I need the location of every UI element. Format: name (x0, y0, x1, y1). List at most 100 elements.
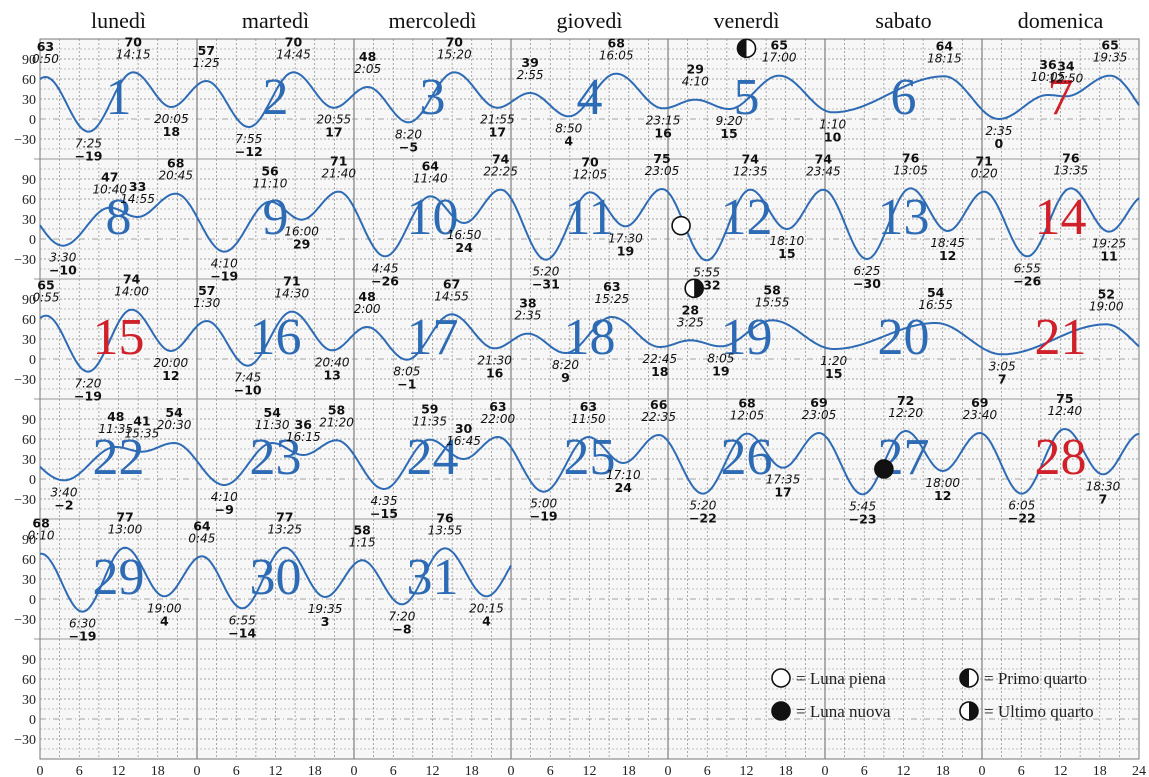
tide-time: 12:05 (730, 409, 765, 423)
weekday-header: lunedì (91, 8, 146, 33)
tide-time: 15:25 (595, 292, 630, 306)
legend-last-quarter: = Ultimo quarto (984, 702, 1094, 721)
tide-time: 11:10 (253, 177, 288, 191)
day-number: 2 (263, 69, 289, 126)
day-number: 10 (407, 189, 459, 246)
tide-value: 65 (1101, 38, 1118, 53)
tide-curve-week-1 (39, 71, 1140, 133)
day-number: 9 (263, 189, 289, 246)
tide-labels: 630:507:25−197014:1520:0518571:257:55−12… (28, 34, 1128, 643)
tide-curve-week-2 (39, 187, 1140, 262)
tide-time: 12:35 (733, 165, 768, 179)
day-number: 29 (93, 549, 145, 606)
chart-axes: lunedì martedì mercoledì giovedì venerdì saba… (14, 8, 1146, 777)
full-moon-icon (771, 668, 791, 688)
tide-value: 0 (995, 136, 1004, 151)
tide-time: 4:35 (371, 494, 398, 508)
tide-value: −15 (370, 506, 398, 521)
y-tick-label: 30 (22, 333, 36, 348)
y-tick-label: 60 (22, 193, 36, 208)
tide-time: 8:05 (707, 351, 734, 365)
y-tick-label: 0 (29, 233, 36, 248)
tide-time: 5:20 (532, 265, 559, 279)
tide-value: 54 (165, 405, 183, 420)
tide-time: 23:40 (963, 408, 998, 422)
x-tick-label: 0 (351, 764, 358, 777)
tide-value: 24 (455, 240, 473, 255)
tide-time: 14:30 (275, 287, 310, 301)
day-number: 14 (1035, 189, 1087, 246)
tide-time: 0:50 (32, 52, 59, 66)
legend-first-quarter: = Primo quarto (984, 669, 1087, 688)
day-number: 19 (721, 309, 773, 366)
tide-curve-week-3 (39, 308, 1140, 373)
tide-value: 71 (330, 154, 347, 169)
x-tick-label: 12 (269, 764, 283, 777)
tide-curve-week-5 (39, 546, 512, 613)
tide-value: 70 (125, 34, 143, 49)
tide-time: 2:00 (354, 302, 381, 316)
tide-value: 67 (443, 276, 460, 291)
tide-time: 14:00 (114, 285, 149, 299)
tide-time: 7:55 (235, 132, 262, 146)
tide-value: 58 (763, 282, 780, 297)
weekday-header: domenica (1018, 8, 1104, 33)
tide-time: 21:40 (321, 167, 356, 181)
x-tick-label: 12 (740, 764, 754, 777)
day-number: 4 (577, 69, 603, 126)
day-number: 15 (93, 309, 145, 366)
tide-value: 69 (971, 395, 988, 410)
tide-value: 74 (492, 152, 510, 167)
tide-value: 74 (815, 152, 833, 167)
tide-value: 12 (162, 368, 179, 383)
y-tick-label: 90 (22, 413, 36, 428)
tide-value: 70 (446, 34, 464, 49)
tide-value: 18 (651, 364, 668, 379)
tide-value: −9 (215, 502, 234, 517)
day-number: 1 (106, 69, 132, 126)
tide-time: 17:35 (766, 473, 801, 487)
tide-value: 68 (32, 516, 49, 531)
tide-value: 65 (37, 278, 54, 293)
tide-time: 14:55 (434, 289, 469, 303)
moon-disc (874, 459, 894, 479)
tide-value: 71 (975, 154, 992, 169)
tide-value: −12 (235, 144, 263, 159)
tide-time: 1:30 (193, 296, 220, 310)
x-tick-label: 24 (1132, 764, 1146, 777)
tide-value: −19 (530, 509, 558, 524)
tide-value: 17 (774, 485, 791, 500)
tide-value: 70 (581, 154, 599, 169)
tide-time: 10:05 (1031, 70, 1066, 84)
y-tick-label: 30 (22, 573, 36, 588)
tide-time: 7:20 (74, 377, 101, 391)
tide-time: 0:45 (188, 531, 215, 545)
day-number: 11 (564, 189, 614, 246)
tide-time: 1:15 (349, 535, 376, 549)
tide-time: 11:35 (412, 415, 447, 429)
tide-time: 4:10 (211, 490, 238, 504)
tide-value: 57 (198, 283, 215, 298)
tide-value: 29 (687, 62, 704, 77)
tide-value: 12 (934, 488, 951, 503)
tide-value: −8 (392, 621, 411, 636)
tide-value: 48 (358, 289, 375, 304)
tide-value: 17 (489, 125, 506, 140)
moon-ultimo_quarto-icon (684, 278, 704, 299)
y-tick-label: −30 (14, 613, 36, 628)
tide-value: −26 (1013, 273, 1041, 288)
day-number: 31 (407, 549, 459, 606)
day-number: 20 (878, 309, 930, 366)
y-tick-label: 90 (22, 53, 36, 68)
tide-value: −31 (532, 277, 560, 292)
tide-time: 21:30 (477, 353, 512, 367)
tide-time: 6:55 (1014, 261, 1041, 275)
tide-value: −30 (853, 276, 881, 291)
tide-curves (39, 71, 1140, 613)
tide-value: 70 (285, 34, 303, 49)
tide-value: 54 (927, 285, 945, 300)
tide-time: 21:55 (480, 113, 515, 127)
tide-time: 20:45 (158, 169, 193, 183)
tide-time: 0:55 (33, 291, 60, 305)
